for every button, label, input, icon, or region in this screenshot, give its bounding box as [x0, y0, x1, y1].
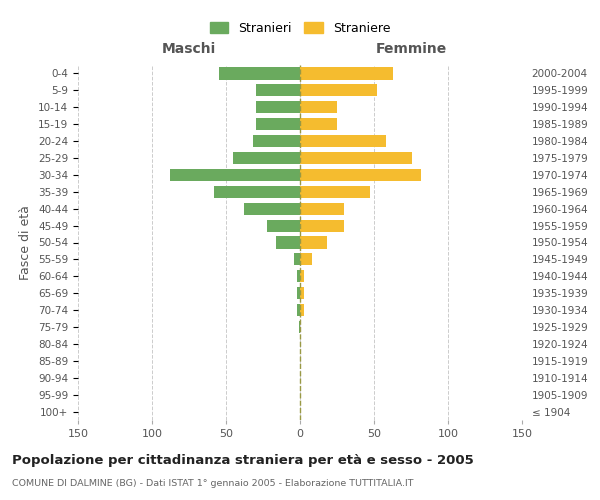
Text: Femmine: Femmine: [376, 42, 446, 56]
Bar: [300, 220, 344, 232]
Bar: [300, 186, 370, 198]
Bar: [300, 118, 337, 130]
Y-axis label: Fasce di età: Fasce di età: [19, 205, 32, 280]
Bar: [300, 152, 412, 164]
Bar: [297, 304, 300, 316]
Bar: [268, 220, 300, 232]
Bar: [300, 236, 326, 248]
Bar: [253, 135, 300, 147]
Bar: [297, 270, 300, 282]
Bar: [297, 287, 300, 300]
Bar: [277, 236, 300, 248]
Bar: [244, 202, 300, 215]
Bar: [300, 84, 377, 96]
Bar: [218, 68, 300, 80]
Bar: [233, 152, 300, 164]
Bar: [300, 254, 312, 266]
Bar: [256, 84, 300, 96]
Bar: [300, 169, 421, 181]
Bar: [256, 118, 300, 130]
Text: Maschi: Maschi: [162, 42, 216, 56]
Bar: [300, 101, 337, 114]
Bar: [300, 287, 304, 300]
Legend: Stranieri, Straniere: Stranieri, Straniere: [209, 22, 391, 35]
Text: Popolazione per cittadinanza straniera per età e sesso - 2005: Popolazione per cittadinanza straniera p…: [12, 454, 474, 467]
Bar: [300, 304, 304, 316]
Bar: [300, 68, 393, 80]
Bar: [170, 169, 300, 181]
Bar: [300, 202, 344, 215]
Bar: [256, 101, 300, 114]
Bar: [300, 135, 386, 147]
Bar: [214, 186, 300, 198]
Bar: [299, 321, 300, 333]
Bar: [294, 254, 300, 266]
Bar: [300, 270, 304, 282]
Text: COMUNE DI DALMINE (BG) - Dati ISTAT 1° gennaio 2005 - Elaborazione TUTTITALIA.IT: COMUNE DI DALMINE (BG) - Dati ISTAT 1° g…: [12, 479, 413, 488]
